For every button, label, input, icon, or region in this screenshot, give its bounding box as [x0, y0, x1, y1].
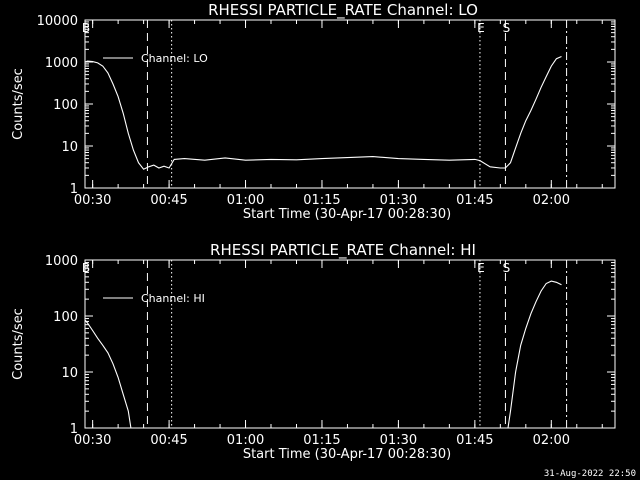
x-tick-label: 01:45: [456, 193, 493, 208]
x-tick-label: 01:15: [303, 433, 340, 448]
y-tick-label: 1: [70, 182, 78, 197]
data-series-line: [84, 280, 562, 429]
plot-frame: [84, 19, 616, 189]
x-tick-label: 01:30: [380, 193, 417, 208]
legend-label: Channel: LO: [141, 52, 208, 65]
y-tick-label: 1000: [45, 254, 78, 269]
event-marker-label: E: [477, 261, 485, 275]
y-tick-label: 10: [61, 366, 78, 381]
x-tick-label: 00:30: [74, 433, 111, 448]
event-marker-label: E: [477, 21, 485, 35]
x-axis-label: Start Time (30-Apr-17 00:28:30): [243, 447, 451, 462]
y-tick-label: 10000: [37, 14, 78, 29]
x-tick-label: 01:45: [456, 433, 493, 448]
event-marker-label: S: [503, 21, 511, 35]
x-tick-label: 02:00: [533, 433, 570, 448]
y-tick-label: 1: [70, 422, 78, 437]
x-tick-label: 01:00: [227, 433, 264, 448]
x-tick-label: 02:00: [533, 193, 570, 208]
x-axis-label: Start Time (30-Apr-17 00:28:30): [243, 207, 451, 222]
y-tick-label: 1000: [45, 56, 78, 71]
event-marker-label: B: [82, 261, 90, 275]
legend-label: Channel: HI: [141, 292, 205, 305]
y-tick-label: 10: [61, 140, 78, 155]
lo-channel-panel: RHESSI PARTICLE_RATE Channel: LO 00:30 00:…: [11, 1, 616, 222]
x-tick-label: 00:30: [74, 193, 111, 208]
timestamp: 31-Aug-2022 22:50: [544, 469, 636, 479]
x-tick-label: 01:15: [303, 193, 340, 208]
x-tick-label: 01:00: [227, 193, 264, 208]
chart-title: RHESSI PARTICLE_RATE Channel: LO: [208, 1, 478, 20]
y-tick-label: 100: [53, 310, 78, 325]
x-tick-label: 00:45: [150, 433, 187, 448]
plot-frame: [84, 259, 616, 429]
hi-channel-panel: RHESSI PARTICLE_RATE Channel: HI 00:30 00:…: [11, 241, 616, 462]
event-marker-label: S: [503, 261, 511, 275]
y-tick-label: 100: [53, 98, 78, 113]
chart-title: RHESSI PARTICLE_RATE Channel: HI: [210, 241, 476, 260]
data-series-line: [84, 55, 562, 170]
y-axis-label: Counts/sec: [11, 308, 26, 380]
event-marker-label: B: [82, 21, 90, 35]
x-tick-label: 01:30: [380, 433, 417, 448]
x-tick-label: 00:45: [150, 193, 187, 208]
y-axis-label: Counts/sec: [11, 68, 26, 140]
